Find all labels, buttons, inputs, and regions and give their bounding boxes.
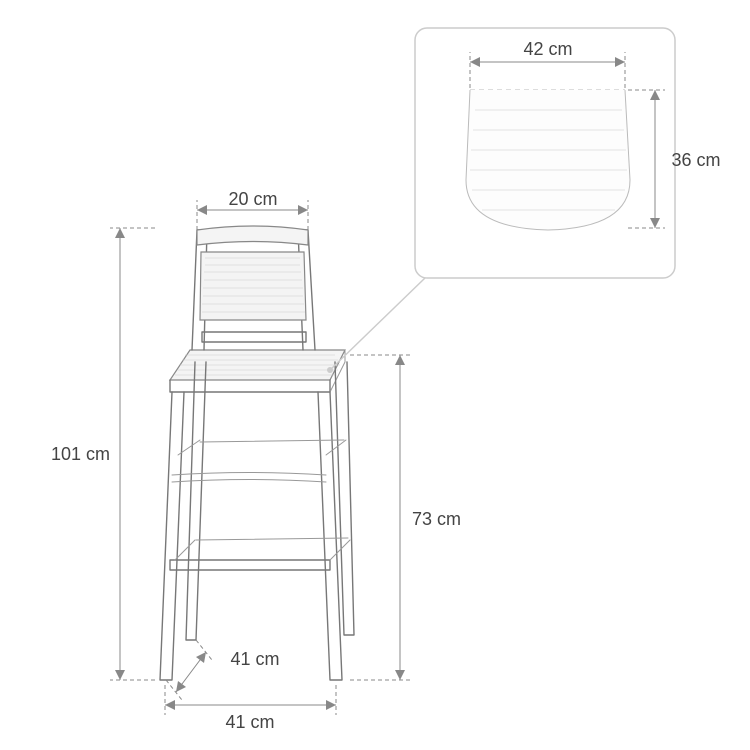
label-base-depth: 41 cm xyxy=(230,649,279,669)
seat-callout: 42 cm 36 cm xyxy=(327,28,721,373)
dim-base-width: 41 cm xyxy=(165,685,336,732)
dim-total-height: 101 cm xyxy=(51,228,155,680)
dim-base-depth: 41 cm xyxy=(166,640,280,700)
label-base-width: 41 cm xyxy=(225,712,274,732)
label-seat-width: 42 cm xyxy=(523,39,572,59)
diagram-canvas: 20 cm 101 cm 73 cm 41 cm 41 cm xyxy=(0,0,750,750)
label-seat-depth: 36 cm xyxy=(671,150,720,170)
chair-sketch xyxy=(160,226,354,680)
label-total-height: 101 cm xyxy=(51,444,110,464)
dim-backrest-width: 20 cm xyxy=(197,189,308,230)
label-backrest-width: 20 cm xyxy=(228,189,277,209)
label-seat-height: 73 cm xyxy=(412,509,461,529)
seat-top-view xyxy=(466,90,630,230)
dim-seat-height: 73 cm xyxy=(350,355,461,680)
